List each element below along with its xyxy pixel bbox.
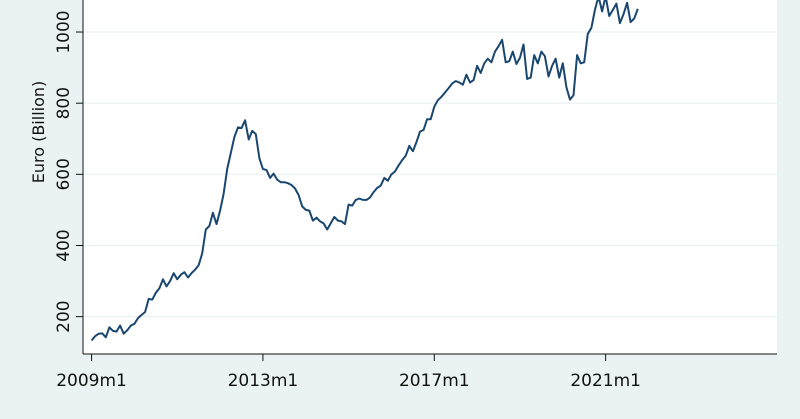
x-tick-label: 2013m1 [228, 371, 299, 391]
y-tick-label: 200 [54, 300, 74, 332]
plot-area [83, 0, 777, 354]
x-tick-label: 2017m1 [399, 371, 470, 391]
series-line-layer [90, 0, 639, 342]
y-tick-label: 1000 [54, 10, 74, 53]
x-tick-label: 2021m1 [570, 371, 641, 391]
gridlines [83, 31, 777, 318]
y-tick-label: 400 [54, 229, 74, 261]
y-tick-label: 800 [54, 87, 74, 119]
series-line-0 [90, 0, 639, 342]
x-tick-label: 2009m1 [56, 371, 127, 391]
y-tick-label: 600 [54, 158, 74, 190]
y-axis-ticks: 200 400 600 800 1000 [54, 10, 83, 333]
y-axis-title: Euro (Billion) [29, 81, 48, 184]
x-axis-ticks: 2009m1 2013m1 2017m1 2021m1 [56, 354, 641, 391]
